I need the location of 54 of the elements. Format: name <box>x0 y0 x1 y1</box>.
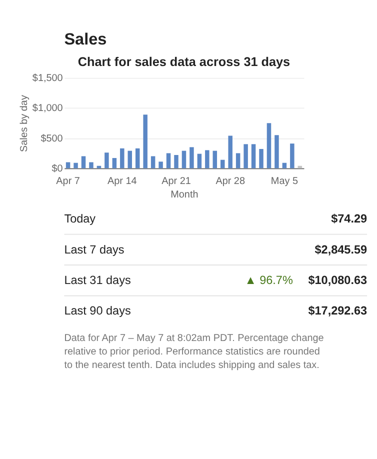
bar <box>205 150 210 168</box>
text: $74.29 <box>331 212 368 226</box>
bar <box>236 153 240 168</box>
bar <box>112 158 117 168</box>
y-tick-label: $500 <box>40 133 64 144</box>
y-tick-label: $1,000 <box>32 103 64 114</box>
text: $10,080.63 <box>308 274 368 287</box>
bar <box>244 144 248 168</box>
bar <box>166 153 171 168</box>
category-label: Last 90 days <box>64 304 131 318</box>
bar <box>104 152 109 168</box>
bar <box>120 148 124 168</box>
bar <box>290 144 294 168</box>
bar <box>128 150 132 168</box>
bar <box>150 156 156 168</box>
bar <box>143 114 148 168</box>
bar <box>212 150 218 168</box>
category-label: Last 7 days <box>64 243 124 256</box>
text: Data for Apr 7 – May 7 at 8:02am PDT. Percentage change relative to prior period. Performance statistics are rounded to the nearest tenth. Data includes shipping and sales tax. <box>64 332 324 372</box>
text: $17,292.63 <box>308 304 368 318</box>
bar <box>81 156 86 168</box>
bar <box>251 144 256 168</box>
bar <box>259 148 264 168</box>
bar <box>274 135 279 168</box>
y-tick-label: $0 <box>52 163 64 174</box>
x-axis-title: Month <box>170 190 198 201</box>
bar <box>282 162 287 168</box>
bar <box>228 136 232 168</box>
bar <box>158 162 163 168</box>
bar <box>89 162 94 168</box>
x-tick-label: Apr 7 <box>56 176 80 188</box>
x-tick-label: Apr 14 <box>108 176 138 188</box>
bar <box>220 160 225 168</box>
bar <box>190 147 194 168</box>
text: $2,845.59 <box>314 243 368 256</box>
category-label: Last 31 days <box>64 274 131 287</box>
y-tick-label: $1,500 <box>32 73 64 84</box>
bar <box>298 166 302 168</box>
bar <box>197 154 202 168</box>
bar <box>135 148 140 168</box>
bar <box>74 162 78 168</box>
x-tick-label: Apr 28 <box>216 176 246 188</box>
x-tick-label: May 5 <box>270 176 298 188</box>
bar <box>174 155 178 168</box>
bar <box>66 162 70 168</box>
text: ▲ 96.7% <box>244 274 294 287</box>
bar <box>182 150 186 168</box>
text: Sales <box>64 30 107 48</box>
x-tick-label: Apr 21 <box>162 176 192 188</box>
y-axis-title: Sales by day <box>18 95 30 152</box>
bar <box>96 166 102 168</box>
category-label: Today <box>64 212 96 226</box>
chart-title: Chart for sales data across 31 days <box>78 55 290 70</box>
bar <box>266 123 272 168</box>
